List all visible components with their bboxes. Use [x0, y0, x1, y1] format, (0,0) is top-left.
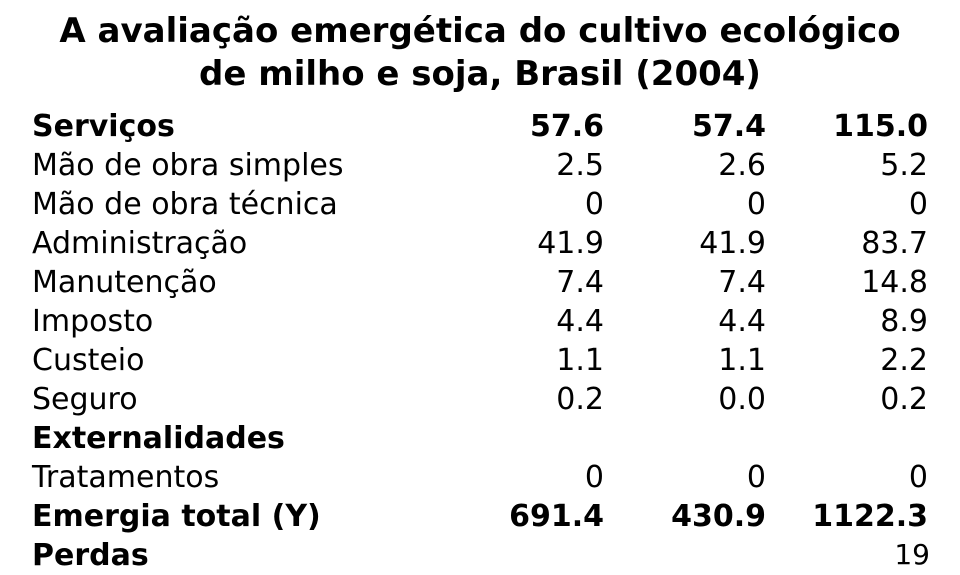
table-row: Perdas	[30, 536, 930, 575]
row-value: 14.8	[768, 263, 930, 302]
row-value	[768, 419, 930, 458]
row-label: Mão de obra simples	[30, 146, 444, 185]
table-row: Emergia total (Y)691.4430.91122.3	[30, 497, 930, 536]
row-value: 41.9	[444, 224, 606, 263]
table-row: Tratamentos000	[30, 458, 930, 497]
row-value: 115.0	[768, 107, 930, 146]
row-value: 0	[768, 458, 930, 497]
row-value: 83.7	[768, 224, 930, 263]
row-value: 7.4	[606, 263, 768, 302]
row-value	[606, 536, 768, 575]
page: A avaliação emergética do cultivo ecológ…	[0, 0, 960, 575]
table-row: Mão de obra simples2.52.65.2	[30, 146, 930, 185]
row-value: 2.6	[606, 146, 768, 185]
row-label: Manutenção	[30, 263, 444, 302]
row-label: Externalidades	[30, 419, 444, 458]
row-label: Seguro	[30, 380, 444, 419]
table-row: Administração41.941.983.7	[30, 224, 930, 263]
table-row: Manutenção7.47.414.8	[30, 263, 930, 302]
table-row: Serviços57.657.4115.0	[30, 107, 930, 146]
row-label: Mão de obra técnica	[30, 185, 444, 224]
row-value: 430.9	[606, 497, 768, 536]
row-value: 57.6	[444, 107, 606, 146]
table-row: Custeio1.11.12.2	[30, 341, 930, 380]
row-value: 57.4	[606, 107, 768, 146]
row-label: Custeio	[30, 341, 444, 380]
row-value: 2.2	[768, 341, 930, 380]
table-row: Imposto4.44.48.9	[30, 302, 930, 341]
row-value: 1122.3	[768, 497, 930, 536]
row-value: 4.4	[606, 302, 768, 341]
row-value: 1.1	[606, 341, 768, 380]
row-value: 0	[444, 185, 606, 224]
row-value: 0.2	[768, 380, 930, 419]
table-row: Seguro0.20.00.2	[30, 380, 930, 419]
row-value: 4.4	[444, 302, 606, 341]
row-value: 7.4	[444, 263, 606, 302]
row-value	[444, 536, 606, 575]
row-value: 0	[606, 458, 768, 497]
page-number: 19	[894, 538, 930, 571]
row-value	[444, 419, 606, 458]
page-title: A avaliação emergética do cultivo ecológ…	[30, 10, 930, 95]
row-value: 0	[606, 185, 768, 224]
row-value: 0.2	[444, 380, 606, 419]
row-value: 8.9	[768, 302, 930, 341]
row-label: Emergia total (Y)	[30, 497, 444, 536]
row-value: 2.5	[444, 146, 606, 185]
row-value: 41.9	[606, 224, 768, 263]
row-label: Tratamentos	[30, 458, 444, 497]
row-value: 0	[444, 458, 606, 497]
row-value: 1.1	[444, 341, 606, 380]
row-value: 0	[768, 185, 930, 224]
row-label: Administração	[30, 224, 444, 263]
row-value: 5.2	[768, 146, 930, 185]
row-label: Perdas	[30, 536, 444, 575]
row-value: 691.4	[444, 497, 606, 536]
row-value: 0.0	[606, 380, 768, 419]
row-label: Serviços	[30, 107, 444, 146]
row-value	[606, 419, 768, 458]
table-row: Mão de obra técnica000	[30, 185, 930, 224]
data-table: Serviços57.657.4115.0Mão de obra simples…	[30, 107, 930, 575]
row-label: Imposto	[30, 302, 444, 341]
table-row: Externalidades	[30, 419, 930, 458]
